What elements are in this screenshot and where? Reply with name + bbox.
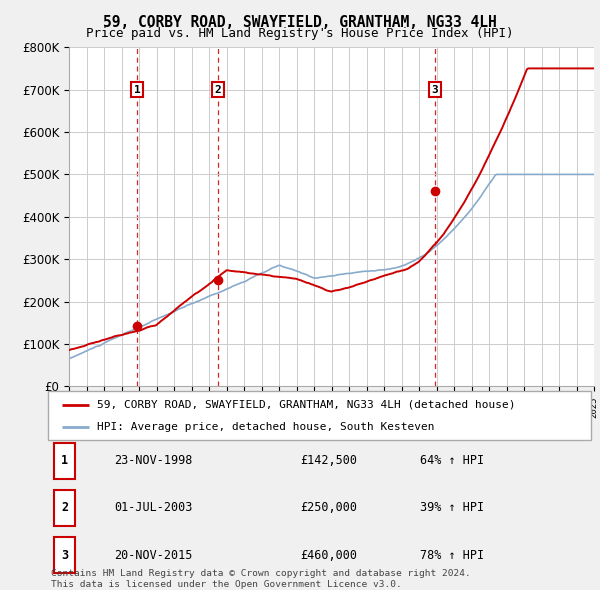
Text: 39% ↑ HPI: 39% ↑ HPI [420,502,484,514]
Text: 2: 2 [214,84,221,94]
Text: 2: 2 [61,502,68,514]
Text: 01-JUL-2003: 01-JUL-2003 [114,502,193,514]
Text: 1: 1 [61,454,68,467]
Text: 3: 3 [431,84,438,94]
Text: £142,500: £142,500 [300,454,357,467]
Text: 3: 3 [61,549,68,562]
Text: 78% ↑ HPI: 78% ↑ HPI [420,549,484,562]
Text: 59, CORBY ROAD, SWAYFIELD, GRANTHAM, NG33 4LH: 59, CORBY ROAD, SWAYFIELD, GRANTHAM, NG3… [103,15,497,30]
Text: 23-NOV-1998: 23-NOV-1998 [114,454,193,467]
Text: £250,000: £250,000 [300,502,357,514]
Text: Price paid vs. HM Land Registry's House Price Index (HPI): Price paid vs. HM Land Registry's House … [86,27,514,40]
FancyBboxPatch shape [48,391,591,440]
FancyBboxPatch shape [54,490,76,526]
Text: 59, CORBY ROAD, SWAYFIELD, GRANTHAM, NG33 4LH (detached house): 59, CORBY ROAD, SWAYFIELD, GRANTHAM, NG3… [97,399,515,409]
Text: HPI: Average price, detached house, South Kesteven: HPI: Average price, detached house, Sout… [97,422,434,432]
Text: £460,000: £460,000 [300,549,357,562]
Text: 64% ↑ HPI: 64% ↑ HPI [420,454,484,467]
FancyBboxPatch shape [54,537,76,573]
Text: 1: 1 [134,84,140,94]
FancyBboxPatch shape [54,442,76,479]
Text: 20-NOV-2015: 20-NOV-2015 [114,549,193,562]
Text: Contains HM Land Registry data © Crown copyright and database right 2024.
This d: Contains HM Land Registry data © Crown c… [51,569,471,589]
